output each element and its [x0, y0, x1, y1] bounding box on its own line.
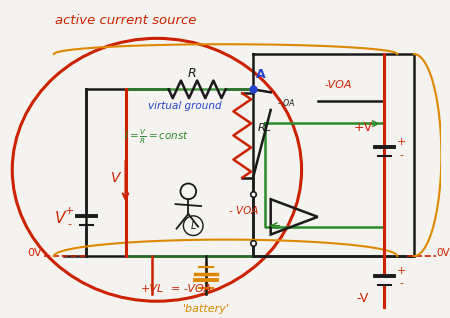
Text: R: R [188, 66, 197, 80]
Text: $I=\frac{V}{R}=const$: $I=\frac{V}{R}=const$ [124, 128, 189, 146]
Text: -: - [399, 279, 403, 288]
Text: L: L [190, 221, 196, 231]
Text: 0V: 0V [436, 248, 450, 258]
Text: -V: -V [357, 292, 369, 305]
Text: 'battery': 'battery' [183, 304, 230, 314]
Text: virtual ground: virtual ground [148, 101, 221, 111]
Text: +VL: +VL [140, 284, 164, 294]
Text: = -VOA: = -VOA [171, 284, 212, 294]
Text: -VOA: -VOA [324, 80, 352, 90]
Text: RL: RL [258, 122, 272, 133]
Text: - OA: - OA [278, 99, 295, 107]
Text: V: V [111, 170, 121, 184]
Text: - VOA: - VOA [229, 206, 258, 216]
Text: +V: +V [353, 121, 373, 134]
Text: 0V: 0V [27, 248, 42, 258]
Text: -: - [399, 150, 403, 160]
Text: V: V [54, 211, 65, 226]
Text: -: - [68, 219, 72, 229]
Text: A: A [256, 68, 265, 80]
Text: active current source: active current source [55, 14, 196, 27]
Text: +: + [396, 266, 406, 276]
Text: +: + [396, 137, 406, 147]
Text: +: + [65, 206, 74, 216]
